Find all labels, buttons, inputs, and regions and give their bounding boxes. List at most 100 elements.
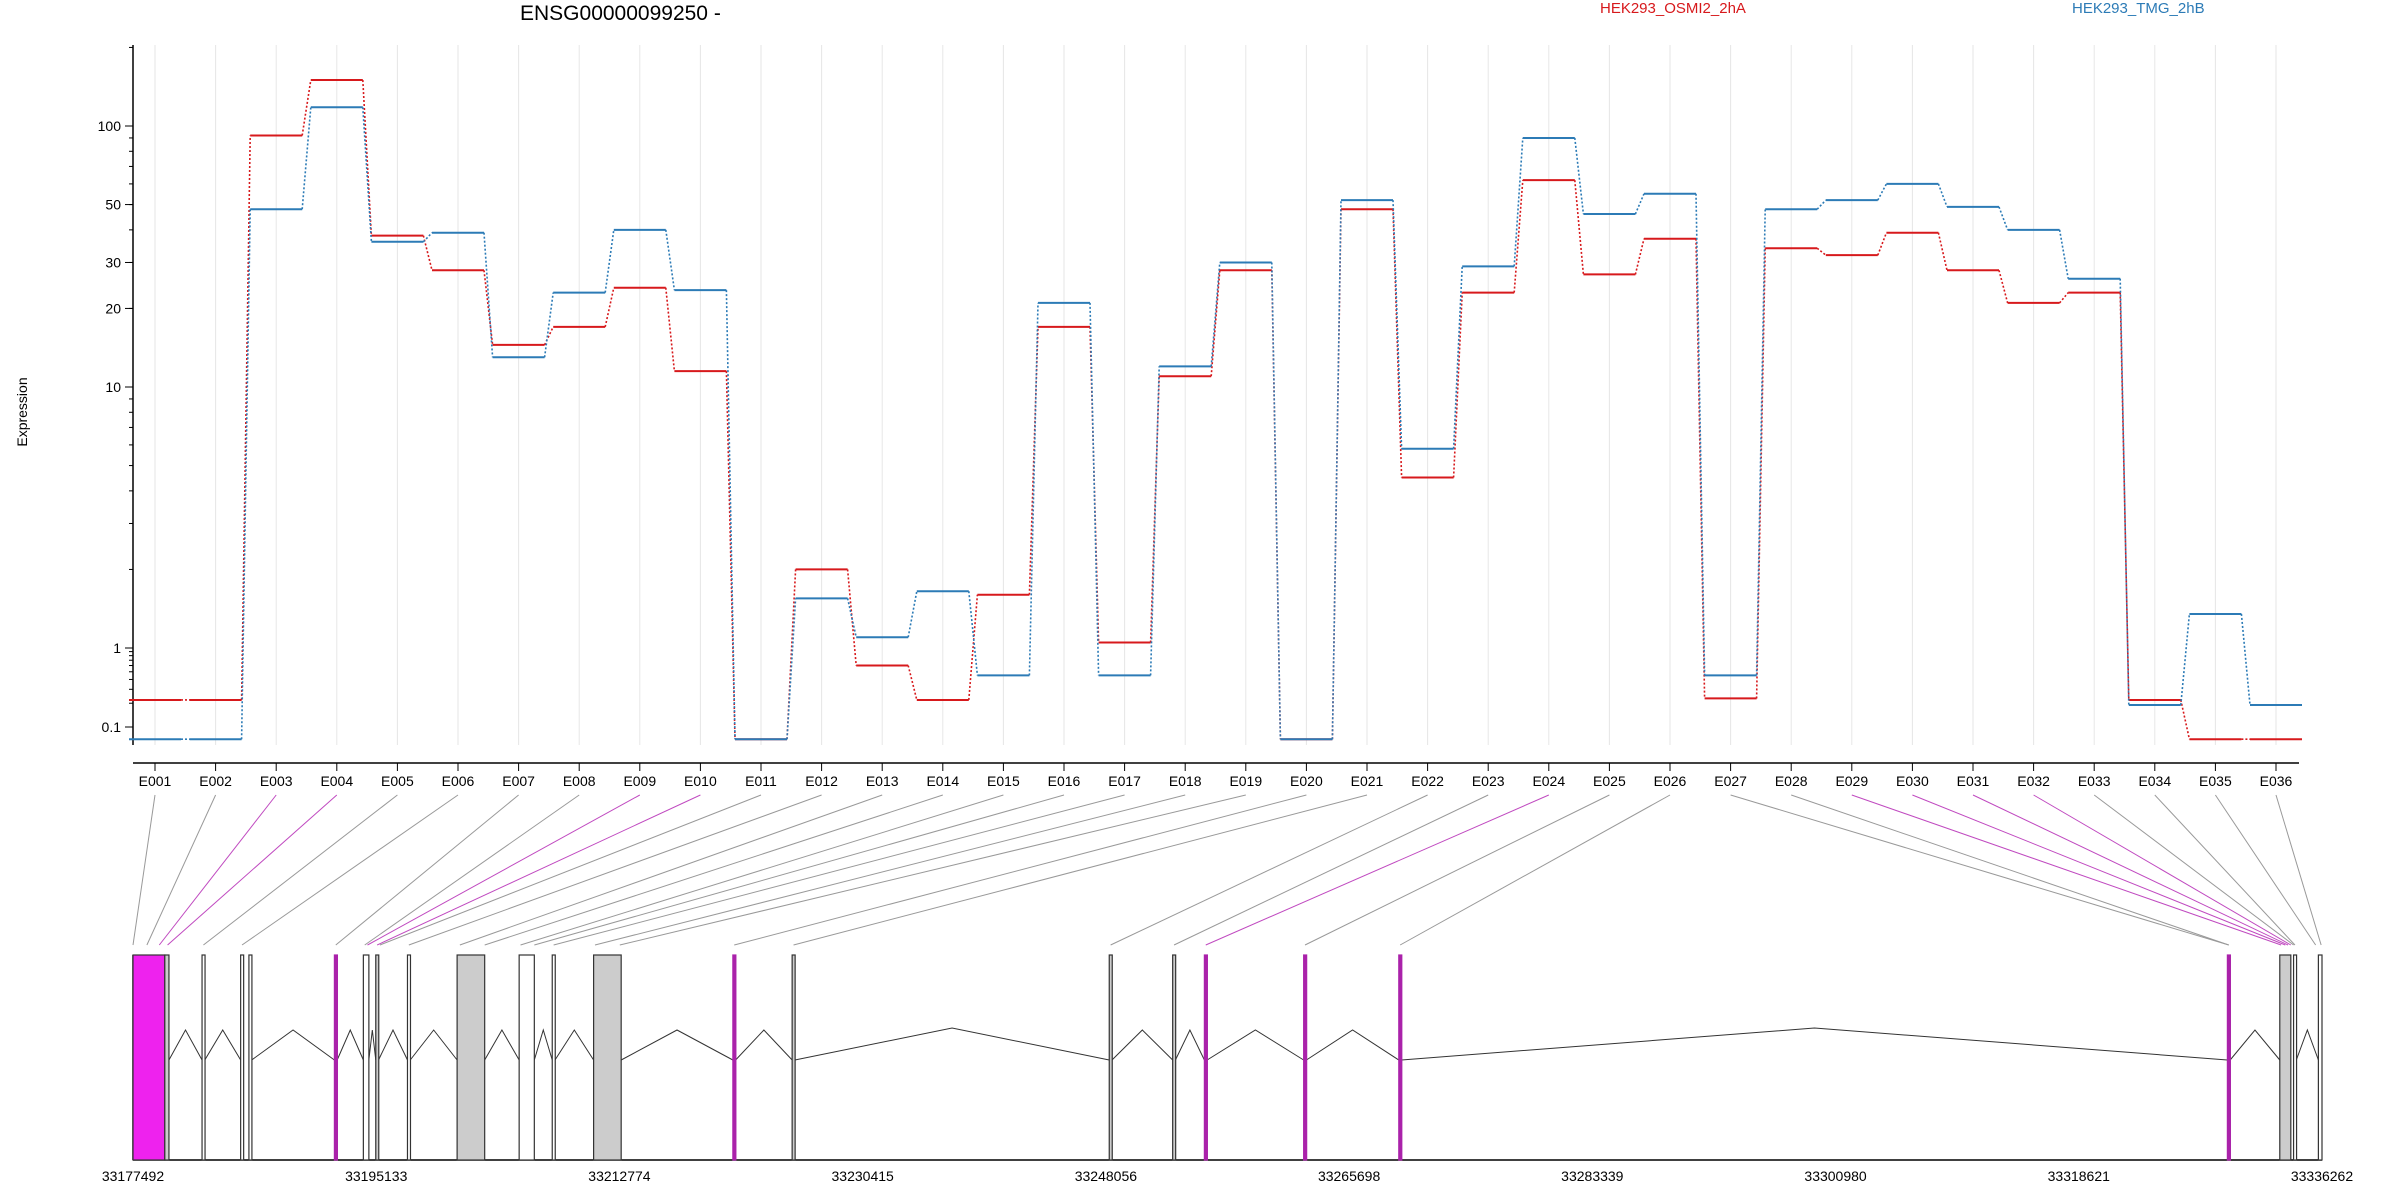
exon-connector: [793, 794, 1368, 946]
exon-connector: [484, 794, 943, 946]
intron: [484, 1028, 520, 1061]
exon-connector: [1304, 794, 1610, 946]
series-connector: [1755, 248, 1766, 699]
legend-series-a: HEK293_OSMI2_2hA: [1600, 0, 1746, 17]
genomic-tick-label: 33177492: [102, 1168, 165, 1184]
exon-connector: [553, 794, 1125, 946]
y-tick-label: 50: [105, 197, 121, 213]
exon-connector: [146, 794, 217, 946]
series-connector: [362, 79, 373, 236]
exon-connector: [2154, 794, 2296, 946]
exon-connector: [459, 794, 883, 946]
series-connector: [2058, 292, 2069, 304]
series-connector: [1998, 206, 2009, 231]
x-tick-label: E027: [1714, 773, 1747, 789]
intron: [168, 1028, 203, 1061]
series-connector: [2119, 278, 2130, 705]
exon-connector: [376, 794, 701, 946]
exon-connector: [335, 794, 519, 946]
series-connector: [1816, 199, 1827, 210]
exon-connector: [2033, 794, 2292, 946]
exon: [2317, 954, 2323, 1161]
series-connector: [846, 569, 857, 666]
intron: [794, 1027, 1110, 1061]
exon-connector: [619, 794, 1246, 946]
series-connector: [1089, 302, 1100, 676]
series-connector: [2180, 613, 2191, 706]
series-connector: [846, 598, 857, 638]
genomic-tick-label: 33248056: [1075, 1168, 1138, 1184]
exon: [518, 954, 535, 1161]
x-tick-label: E012: [805, 773, 838, 789]
x-tick-label: E008: [563, 773, 596, 789]
x-tick-label: E023: [1472, 773, 1505, 789]
x-tick-label: E014: [926, 773, 959, 789]
series-connector: [1271, 262, 1282, 740]
series-connector: [1877, 232, 1888, 256]
y-tick-label: 100: [98, 118, 122, 134]
x-tick-label: E015: [987, 773, 1020, 789]
intron: [204, 1029, 242, 1061]
exon: [240, 954, 245, 1161]
series-connector: [786, 598, 797, 740]
series-connector: [1452, 266, 1463, 449]
series-connector: [604, 229, 615, 293]
intron: [533, 1028, 553, 1061]
series-connector: [1392, 200, 1403, 449]
exon: [2226, 954, 2231, 1161]
exon-connector: [379, 794, 762, 946]
series-connector: [2240, 613, 2251, 706]
x-tick-label: E001: [139, 773, 172, 789]
series-connector: [1574, 137, 1585, 215]
exon-connector: [367, 794, 641, 946]
x-tick-label: E028: [1775, 773, 1808, 789]
genomic-tick-label: 33265698: [1318, 1168, 1381, 1184]
exon: [551, 954, 556, 1161]
x-tick-label: E032: [2017, 773, 2050, 789]
series-connector: [543, 292, 554, 358]
intron: [1401, 1027, 2228, 1061]
x-tick-label: E022: [1411, 773, 1444, 789]
series-connector: [1028, 302, 1039, 676]
y-tick-label: 10: [105, 379, 121, 395]
series-connector: [1210, 270, 1221, 377]
exon: [1398, 954, 1403, 1161]
x-tick-label: E020: [1290, 773, 1323, 789]
exon-connector: [2275, 794, 2322, 946]
genomic-tick-label: 33283339: [1561, 1168, 1624, 1184]
series-b: [129, 106, 2302, 741]
exon-connector: [520, 794, 1004, 946]
intron: [735, 1029, 793, 1061]
x-tick-label: E024: [1532, 773, 1565, 789]
genomic-tick-label: 33300980: [1804, 1168, 1867, 1184]
series-connector: [301, 107, 312, 210]
x-tick-label: E009: [623, 773, 656, 789]
series-connector: [362, 107, 373, 242]
intron: [1206, 1029, 1304, 1061]
series-connector: [1331, 200, 1342, 740]
x-tick-label: E034: [2138, 773, 2171, 789]
series-connector: [1513, 137, 1524, 267]
exon: [732, 954, 737, 1161]
intron: [2229, 1029, 2281, 1061]
intron: [368, 1029, 377, 1061]
intron: [554, 1029, 595, 1061]
x-tick-label: E006: [442, 773, 475, 789]
intron: [378, 1028, 408, 1061]
exon-connector: [534, 794, 1065, 946]
series-connector: [240, 135, 251, 700]
x-tick-label: E016: [1048, 773, 1081, 789]
genomic-tick-label: 33212774: [588, 1168, 651, 1184]
series-connector: [907, 591, 918, 638]
x-tick-label: E025: [1593, 773, 1626, 789]
exon: [406, 954, 412, 1161]
exon-connector: [1972, 794, 2289, 946]
series-connector: [240, 209, 251, 740]
x-tick-label: E030: [1896, 773, 1929, 789]
series-connector: [1937, 232, 1948, 271]
x-tick-label: E003: [260, 773, 293, 789]
exon-connector: [132, 794, 156, 946]
series-connector: [1634, 193, 1645, 215]
genomic-tick-label: 33336262: [2291, 1168, 2354, 1184]
exon-connector: [1399, 794, 1671, 946]
